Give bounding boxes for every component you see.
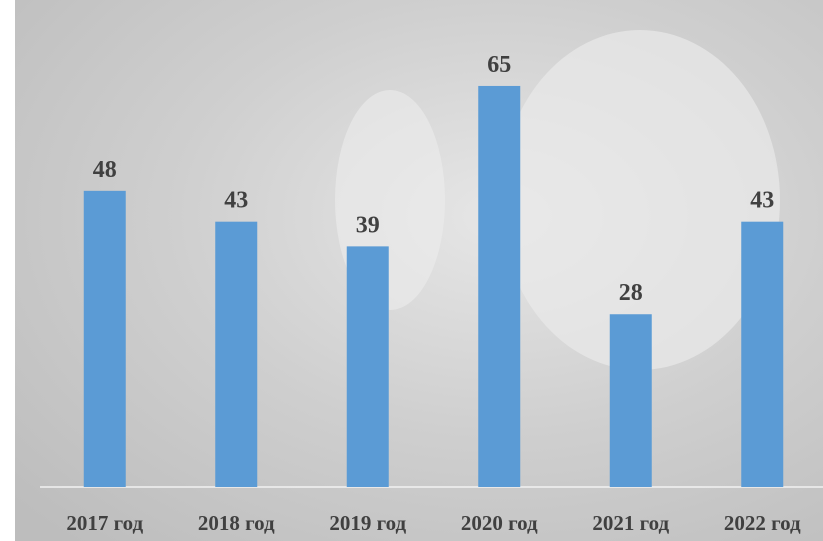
x-tick-label: 2018 год [198, 511, 275, 535]
value-label: 65 [487, 52, 511, 78]
value-label: 43 [224, 188, 248, 214]
x-tick-label: 2021 год [592, 511, 669, 535]
x-tick-label: 2017 год [66, 511, 143, 535]
value-label: 28 [619, 280, 643, 306]
photo-face [500, 30, 780, 370]
x-tick-label: 2019 год [329, 511, 406, 535]
bar [609, 314, 652, 487]
bar [215, 221, 258, 487]
bar [478, 85, 521, 487]
value-label: 43 [750, 188, 774, 214]
bar [83, 190, 126, 487]
value-label: 48 [93, 157, 117, 183]
bar [741, 221, 784, 487]
bar [346, 246, 389, 487]
x-tick-label: 2022 год [724, 511, 801, 535]
x-tick-label: 2020 год [461, 511, 538, 535]
value-label: 39 [356, 212, 380, 238]
